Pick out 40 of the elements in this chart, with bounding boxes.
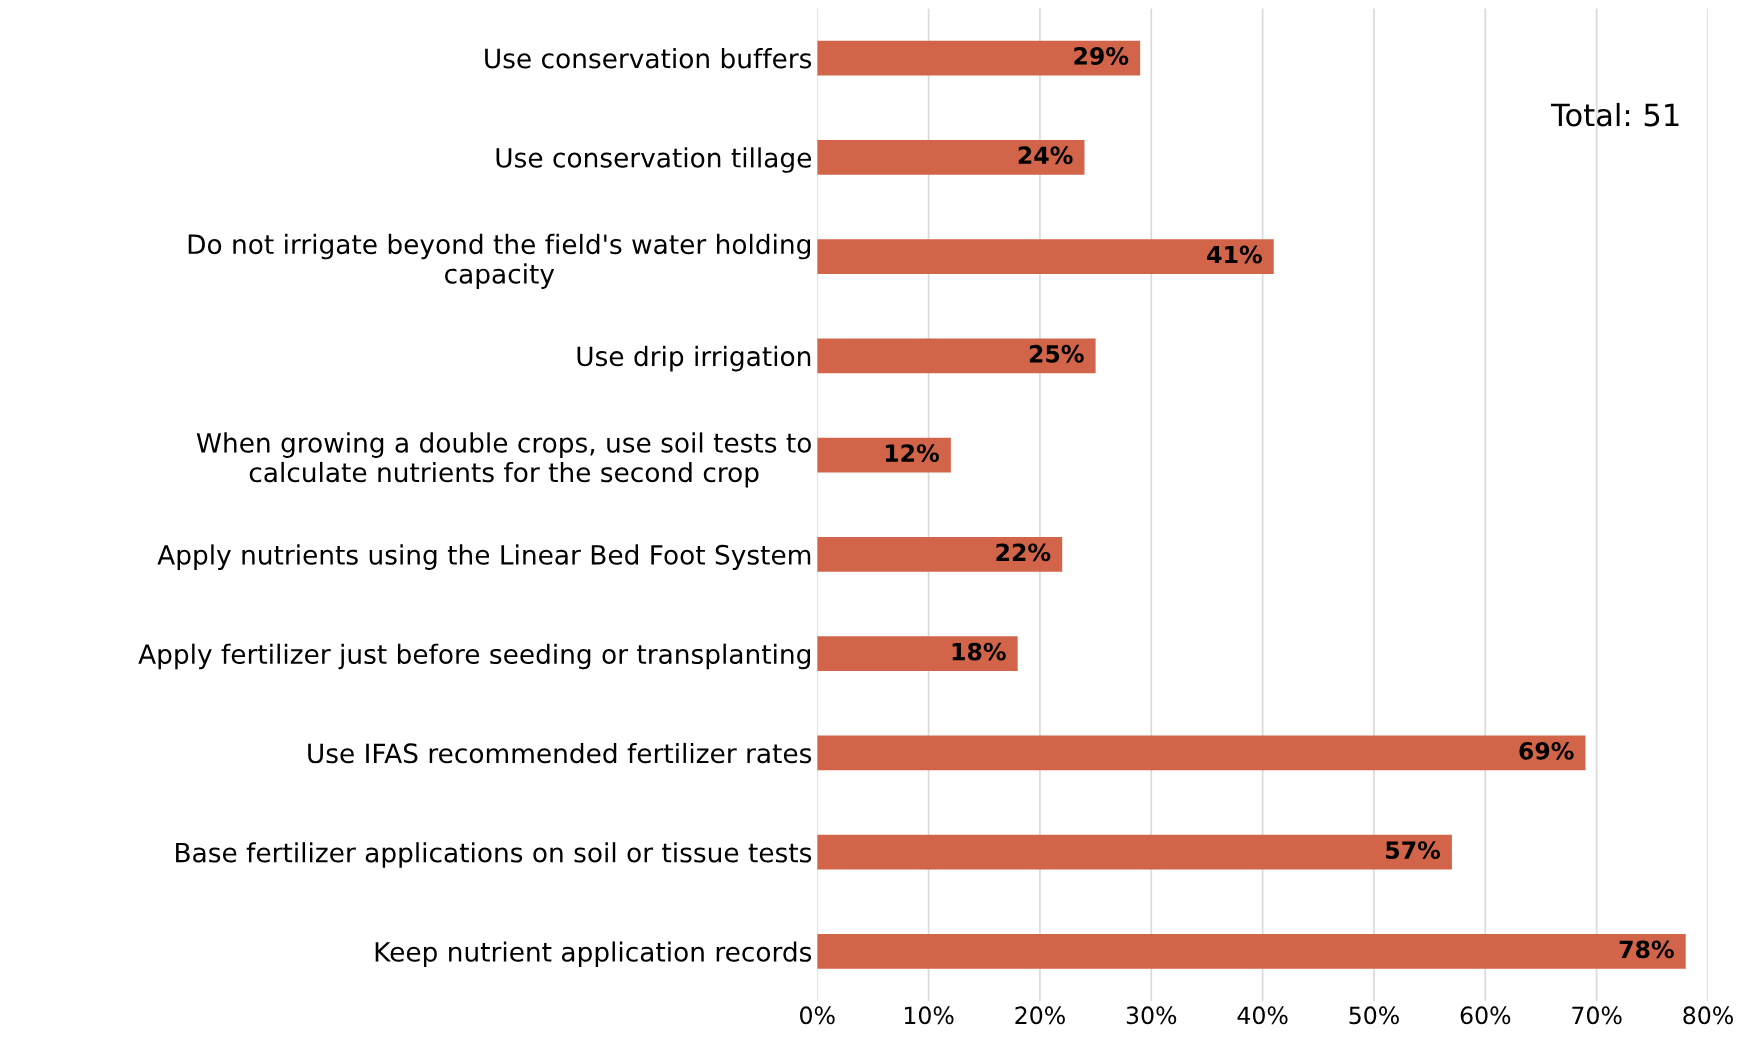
data-label: 22% [996,543,1051,562]
y-tick-label: Do not irrigate beyond the field's water holding capacity [188,233,810,289]
bar [817,834,1452,870]
x-tick-label: 0% [800,1006,835,1025]
y-tick-label: Use conservation buffers [485,48,812,69]
data-label: 29% [1074,47,1129,65]
y-tick-label: When growing a double crops, use soil tests to calculate nutrients for the second crop [196,432,811,488]
y-tick-label: Use IFAS recommended fertilizer rates [308,742,812,764]
y-tick-label: Use conservation tillage [496,147,811,173]
x-tick-label: 70% [1572,1006,1622,1025]
y-tick-label: Apply nutrients using the Linear Bed Foot System [157,544,811,570]
data-label: 12% [885,444,939,462]
x-tick-label: 50% [1349,1006,1399,1025]
bar [817,537,1063,572]
bar [817,338,1096,374]
bar [817,139,1085,175]
annotation: Total: 51 [1550,102,1679,127]
data-label: 41% [1207,245,1262,264]
x-tick-label: 20% [1015,1006,1065,1025]
x-tick-label: 80% [1683,1006,1733,1025]
bar [817,239,1274,274]
y-tick-label: Keep nutrient application records [375,941,812,967]
x-tick-label: 30% [1126,1006,1177,1025]
data-label: 69% [1519,741,1574,760]
x-tick-label: 10% [904,1006,954,1025]
bar [817,735,1586,771]
bar [817,40,1141,76]
data-label: 78% [1619,940,1674,959]
bar [817,437,951,473]
data-label: 18% [952,642,1006,661]
y-tick-label: Base fertilizer applications on soil or tissue tests [176,842,812,868]
y-tick-label: Apply fertilizer just before seeding or transplanting [138,643,810,670]
data-label: 24% [1018,146,1073,165]
data-label: 57% [1386,841,1441,860]
bar [817,636,1018,672]
x-tick-label: 60% [1460,1006,1511,1025]
y-tick-label: Use drip irrigation [577,345,811,372]
bar [817,934,1686,969]
x-tick-label: 40% [1237,1006,1288,1025]
data-label: 25% [1029,344,1084,363]
